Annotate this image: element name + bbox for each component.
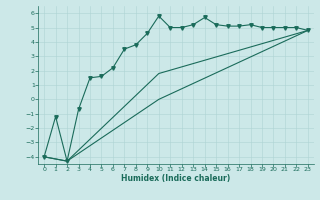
X-axis label: Humidex (Indice chaleur): Humidex (Indice chaleur) [121, 174, 231, 183]
